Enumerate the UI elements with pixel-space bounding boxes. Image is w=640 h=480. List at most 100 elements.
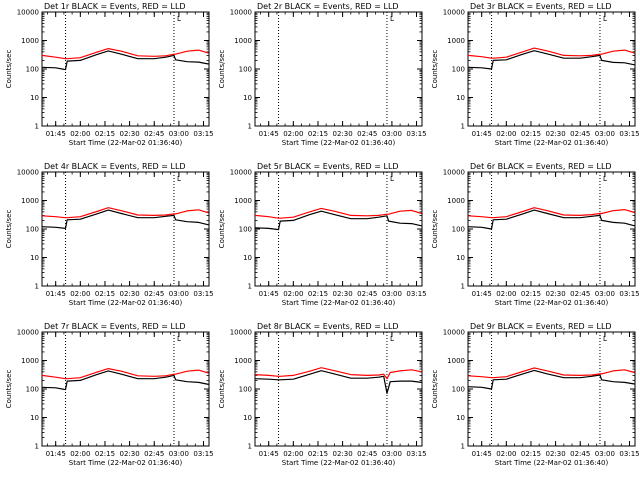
y-tick-label: 1: [35, 443, 39, 451]
plot-frame: [254, 331, 423, 447]
y-tick-label: 10000: [17, 9, 39, 17]
series-line-lld: [41, 207, 209, 219]
series-line-events: [41, 50, 209, 71]
x-tick-label: 02:15: [521, 130, 541, 138]
y-tick-label: 1000: [234, 357, 252, 365]
series-line-events: [254, 370, 422, 394]
series-line-lld: [41, 368, 209, 380]
x-tick-label: 03:15: [619, 130, 639, 138]
y-tick-label: 10000: [230, 329, 252, 337]
y-tick-label: 10: [456, 254, 465, 262]
series-line-lld: [467, 367, 635, 379]
chart-title: Det 8r BLACK = Events, RED = LLD: [257, 322, 399, 331]
x-tick-label: 02:45: [144, 130, 164, 138]
x-tick-label: 03:00: [595, 130, 615, 138]
x-tick-label: 03:15: [619, 450, 639, 458]
x-axis-label: Start Time (22-Mar-02 01:36:40): [495, 299, 609, 307]
x-tick-label: 02:30: [333, 290, 353, 298]
chart-title: Det 2r BLACK = Events, RED = LLD: [257, 2, 399, 11]
x-tick-label: 02:30: [333, 450, 353, 458]
y-axis-label: Counts/sec: [218, 210, 226, 249]
y-tick-label: 1: [35, 123, 39, 131]
x-tick-label: 02:00: [70, 450, 90, 458]
x-tick-label: 01:45: [259, 290, 279, 298]
x-tick-label: 02:45: [357, 290, 377, 298]
x-axis-label: Start Time (22-Mar-02 01:36:40): [495, 459, 609, 467]
x-tick-label: 03:00: [595, 290, 615, 298]
x-tick-label: 02:15: [308, 450, 328, 458]
plot-frame: [467, 331, 636, 447]
series-line-lld: [467, 207, 635, 219]
x-tick-label: 02:30: [546, 290, 566, 298]
series-line-lld: [41, 47, 209, 60]
chart-title: Det 3r BLACK = Events, RED = LLD: [470, 2, 612, 11]
chart-panel-3: Det 3r BLACK = Events, RED = LLD 1 10 100 10…: [431, 2, 640, 147]
x-tick-label: 02:45: [144, 290, 164, 298]
y-tick-label: 10: [30, 254, 39, 262]
y-tick-label: 100: [452, 66, 465, 74]
x-tick-label: 03:00: [382, 450, 402, 458]
chart-title: Det 6r BLACK = Events, RED = LLD: [470, 162, 612, 171]
chart-title: Det 7r BLACK = Events, RED = LLD: [44, 322, 186, 331]
x-tick-label: 02:30: [546, 130, 566, 138]
plot-frame: [467, 11, 636, 127]
x-tick-label: 03:15: [193, 450, 213, 458]
marker-annotation: L: [603, 175, 607, 183]
x-tick-label: 03:15: [406, 290, 426, 298]
y-axis-label: Counts/sec: [431, 210, 439, 249]
x-tick-label: 02:15: [308, 130, 328, 138]
plot-frame: [254, 11, 423, 127]
y-tick-label: 10000: [17, 329, 39, 337]
x-tick-label: 02:15: [95, 290, 115, 298]
x-tick-label: 03:15: [193, 290, 213, 298]
series-line-events: [467, 209, 635, 230]
y-tick-label: 100: [26, 386, 39, 394]
plot-frame: [467, 171, 636, 287]
y-tick-label: 10: [243, 414, 252, 422]
x-axis-label: Start Time (22-Mar-02 01:36:40): [69, 459, 183, 467]
marker-annotation: L: [390, 15, 394, 23]
y-axis-label: Counts/sec: [218, 50, 226, 89]
x-tick-label: 02:00: [283, 130, 303, 138]
x-tick-label: 02:00: [283, 450, 303, 458]
x-tick-label: 01:45: [472, 450, 492, 458]
x-tick-label: 02:45: [570, 130, 590, 138]
x-tick-label: 02:45: [570, 290, 590, 298]
y-tick-label: 10: [456, 414, 465, 422]
x-tick-label: 02:00: [496, 290, 516, 298]
y-tick-label: 1000: [21, 357, 39, 365]
y-tick-label: 1: [35, 283, 39, 291]
y-tick-label: 10: [30, 94, 39, 102]
x-tick-label: 02:45: [357, 450, 377, 458]
chart-panel-8: Det 8r BLACK = Events, RED = LLD 1 10 100 10…: [218, 322, 427, 467]
chart-panel-1: Det 1r BLACK = Events, RED = LLD 1 10 100 10…: [5, 2, 214, 147]
marker-annotation: L: [177, 335, 181, 343]
chart-panel-5: Det 5r BLACK = Events, RED = LLD 1 10 100 10…: [218, 162, 427, 307]
y-tick-label: 10000: [443, 169, 465, 177]
y-tick-label: 1000: [234, 197, 252, 205]
series-line-events: [41, 370, 209, 391]
y-tick-label: 100: [452, 386, 465, 394]
series-line-lld: [254, 207, 422, 219]
x-tick-label: 01:45: [259, 450, 279, 458]
x-tick-label: 02:30: [546, 450, 566, 458]
x-tick-label: 01:45: [472, 130, 492, 138]
chart-panel-7: Det 7r BLACK = Events, RED = LLD 1 10 100 10…: [5, 322, 214, 467]
x-tick-label: 02:15: [521, 450, 541, 458]
x-tick-label: 03:00: [382, 130, 402, 138]
y-axis-label: Counts/sec: [5, 370, 13, 409]
y-tick-label: 10000: [443, 9, 465, 17]
y-tick-label: 1000: [447, 357, 465, 365]
chart-panel-6: Det 6r BLACK = Events, RED = LLD 1 10 100 10…: [431, 162, 640, 307]
x-tick-label: 03:00: [382, 290, 402, 298]
series-line-events: [41, 209, 209, 229]
y-tick-label: 1: [248, 443, 252, 451]
y-tick-label: 100: [239, 386, 252, 394]
x-tick-label: 01:45: [46, 130, 66, 138]
x-tick-label: 02:00: [283, 290, 303, 298]
x-tick-label: 02:15: [95, 450, 115, 458]
x-tick-label: 03:00: [169, 450, 189, 458]
x-tick-label: 02:30: [333, 130, 353, 138]
chart-title: Det 9r BLACK = Events, RED = LLD: [470, 322, 612, 331]
